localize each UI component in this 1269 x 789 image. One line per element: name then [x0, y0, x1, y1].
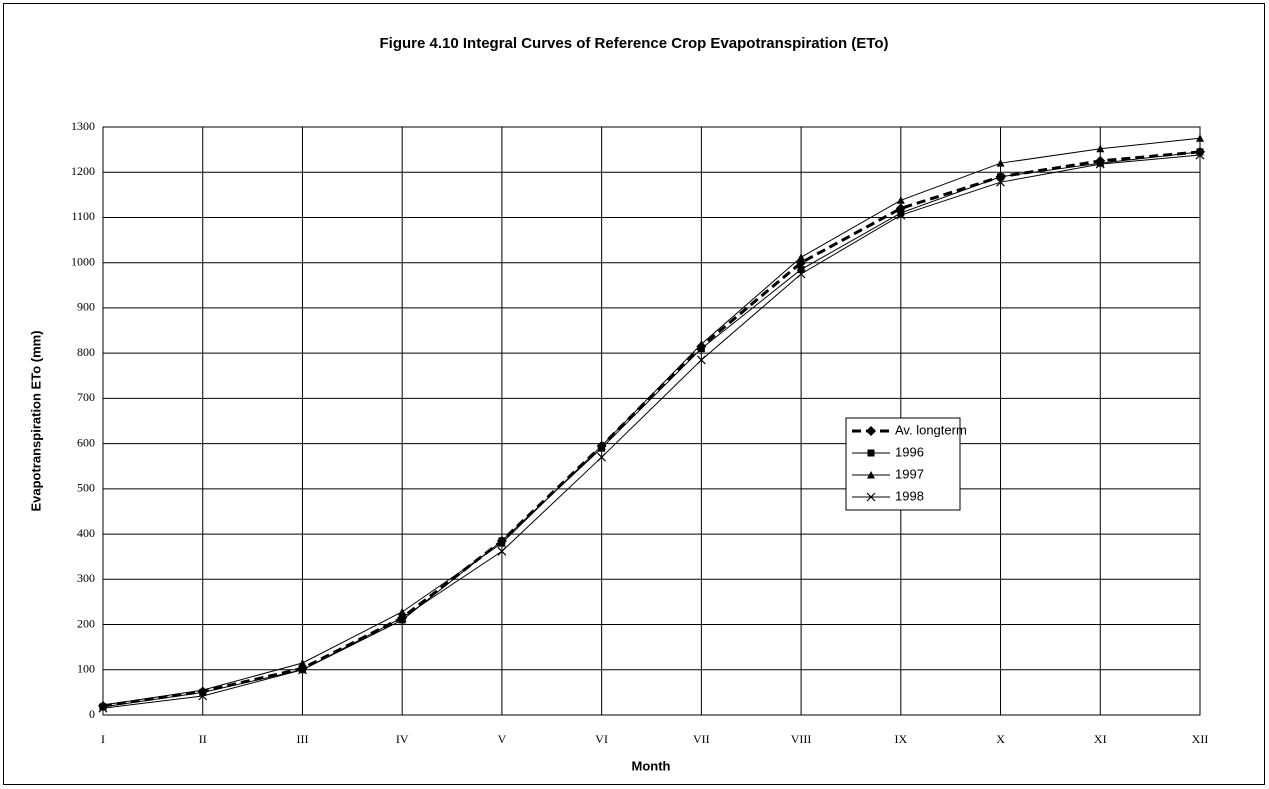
x-tick-label: I [101, 732, 105, 746]
marker [1096, 159, 1104, 167]
legend-marker [867, 471, 875, 479]
marker [497, 546, 507, 556]
marker [697, 340, 706, 348]
marker [1196, 148, 1204, 156]
marker [896, 210, 906, 220]
marker [597, 441, 606, 450]
y-tick-label: 300 [77, 571, 95, 585]
x-tick-label: II [199, 732, 207, 746]
x-tick-label: VIII [791, 732, 812, 746]
marker [797, 265, 805, 273]
legend-marker [867, 449, 875, 457]
y-tick-label: 100 [77, 662, 95, 676]
marker [98, 703, 108, 713]
marker [796, 269, 806, 279]
marker [1196, 134, 1204, 142]
y-tick-label: 1300 [71, 119, 95, 133]
marker [896, 196, 905, 204]
marker [996, 159, 1005, 167]
marker [997, 173, 1005, 181]
y-tick-label: 600 [77, 435, 95, 449]
marker [897, 209, 905, 217]
marker [996, 177, 1005, 187]
marker [1096, 144, 1105, 153]
x-tick-label: V [498, 732, 507, 746]
legend-label: 1996 [895, 444, 924, 459]
marker [1195, 150, 1205, 160]
legend-label: 1998 [895, 488, 924, 503]
y-tick-label: 700 [77, 390, 95, 404]
plot-area [102, 126, 1201, 716]
y-tick-label: 500 [77, 481, 95, 495]
chart-title: Figure 4.10 Integral Curves of Reference… [380, 35, 889, 52]
legend-label: Av. longterm [895, 422, 967, 437]
marker [597, 452, 607, 462]
y-tick-label: 1200 [71, 164, 95, 178]
y-tick-label: 400 [77, 526, 95, 540]
x-tick-label: VII [693, 732, 710, 746]
y-tick-label: 200 [77, 616, 95, 630]
marker [697, 345, 705, 353]
y-tick-label: 900 [77, 300, 95, 314]
marker [797, 253, 806, 261]
x-tick-label: IV [396, 732, 409, 746]
marker [398, 616, 406, 624]
y-tick-label: 800 [77, 345, 95, 359]
legend-marker [866, 492, 876, 502]
marker [1095, 159, 1105, 169]
series-line [102, 151, 1201, 708]
x-tick-label: III [296, 732, 308, 746]
marker [497, 539, 506, 547]
x-tick-label: XI [1094, 732, 1107, 746]
legend-box [845, 417, 961, 511]
marker [198, 691, 208, 701]
legend-marker [866, 426, 876, 436]
x-tick-label: X [996, 732, 1005, 746]
y-tick-label: 1100 [71, 209, 95, 223]
marker [298, 658, 307, 667]
marker [298, 665, 307, 675]
y-axis-label: Evapotranspiration ETo (mm) [28, 330, 43, 511]
marker [696, 355, 706, 365]
y-tick-label: 1000 [71, 254, 95, 268]
x-tick-label: IX [894, 732, 907, 746]
marker [198, 686, 207, 694]
y-tick-label: 0 [89, 707, 95, 721]
marker [397, 613, 407, 623]
x-tick-label: VI [595, 732, 608, 746]
series-line [102, 137, 1201, 706]
series-line [102, 154, 1201, 709]
x-axis-label: Month [632, 758, 671, 773]
x-tick-label: XII [1192, 732, 1209, 746]
marker [398, 607, 407, 616]
legend-label: 1997 [895, 466, 924, 481]
